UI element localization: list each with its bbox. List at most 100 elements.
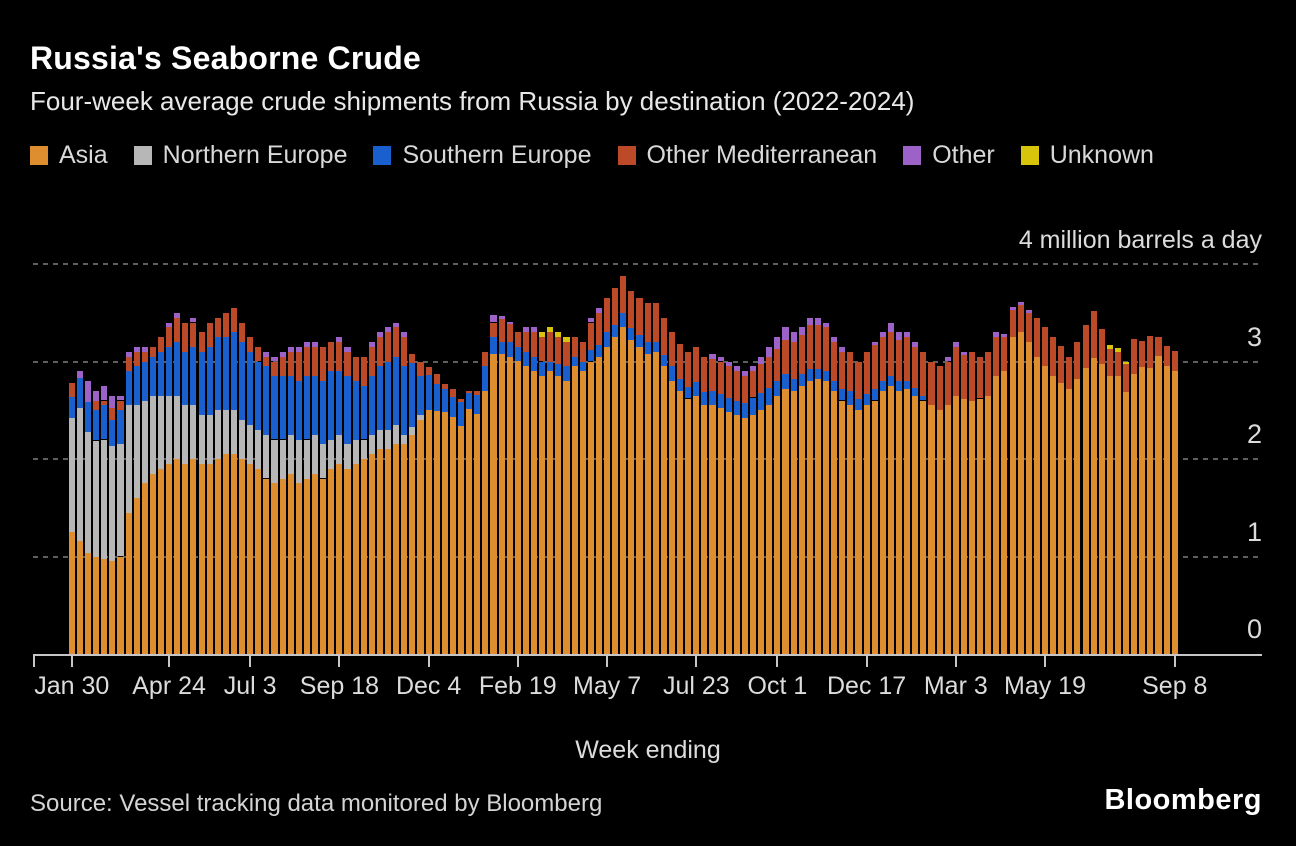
bar-segment xyxy=(831,337,838,342)
bar-segment xyxy=(101,439,108,560)
bar-segment xyxy=(303,478,311,654)
bar-segment xyxy=(263,434,270,479)
bar-segment xyxy=(1001,337,1008,372)
bar-segment xyxy=(725,366,732,398)
bar-segment xyxy=(474,414,481,654)
legend-item-other-mediterranean: Other Mediterranean xyxy=(617,142,877,169)
bar-segment xyxy=(401,332,408,338)
bar-segment xyxy=(717,361,724,394)
bar-segment xyxy=(1025,312,1032,343)
bar-segment xyxy=(839,388,846,401)
bar-segment xyxy=(352,381,359,440)
bar-segment xyxy=(141,361,148,401)
bar-segment xyxy=(125,356,132,372)
x-tick xyxy=(338,654,341,667)
bar-segment xyxy=(1017,304,1024,333)
bar-segment xyxy=(279,356,286,377)
legend-label: Unknown xyxy=(1049,141,1154,169)
bar-segment xyxy=(547,332,554,362)
bar-segment xyxy=(1017,302,1024,305)
bar-segment xyxy=(109,408,116,420)
bar-segment xyxy=(895,340,903,381)
bar-segment xyxy=(531,356,538,372)
bar-segment xyxy=(344,346,351,352)
bar-segment xyxy=(871,388,878,401)
bar-segment xyxy=(255,429,262,469)
bar-segment xyxy=(141,351,148,362)
bar-segment xyxy=(733,371,740,401)
bar-segment xyxy=(660,317,667,355)
bar-segment xyxy=(1025,309,1032,313)
bar-segment xyxy=(587,349,594,362)
bar-segment xyxy=(385,327,392,333)
bar-segment xyxy=(141,346,148,352)
bar-segment xyxy=(441,388,448,413)
bar-segment xyxy=(774,337,781,349)
bar-segment xyxy=(506,356,513,654)
bar-segment xyxy=(174,459,181,654)
bar-segment xyxy=(230,410,238,455)
bar-segment xyxy=(1050,376,1057,654)
bar-segment xyxy=(222,454,229,654)
bar-segment xyxy=(125,512,132,654)
bar-segment xyxy=(125,351,132,357)
bar-segment xyxy=(676,390,684,655)
x-tick-label: Jul 23 xyxy=(662,672,730,700)
bar-segment xyxy=(141,483,148,654)
bar-segment xyxy=(822,327,830,372)
bar-segment xyxy=(117,395,124,401)
bar-segment xyxy=(563,342,570,367)
bar-segment xyxy=(157,351,165,396)
bar-segment xyxy=(725,397,732,413)
bar-segment xyxy=(385,449,392,655)
bar-segment xyxy=(604,332,611,347)
bar-segment xyxy=(774,395,781,654)
bar-segment xyxy=(1090,357,1097,654)
bar-segment xyxy=(993,337,1000,377)
bar-segment xyxy=(904,332,911,338)
bar-segment xyxy=(287,473,294,654)
bar-segment xyxy=(498,353,505,654)
bar-segment xyxy=(466,390,473,393)
bar-segment xyxy=(831,342,838,381)
bar-segment xyxy=(1058,383,1065,654)
bar-segment xyxy=(174,342,181,396)
bar-segment xyxy=(628,291,635,329)
bar-segment xyxy=(174,395,181,459)
bar-segment xyxy=(336,337,343,342)
x-tick-label: Apr 24 xyxy=(132,672,206,700)
bar-segment xyxy=(133,366,140,406)
bar-segment xyxy=(928,361,935,406)
legend-swatch xyxy=(617,146,636,165)
bar-segment xyxy=(936,366,943,411)
bar-segment xyxy=(409,426,416,435)
bar-segment xyxy=(279,351,286,357)
bar-segment xyxy=(839,351,846,389)
bar-segment xyxy=(1041,366,1049,654)
bar-segment xyxy=(76,371,83,379)
bloomberg-logo: Bloomberg xyxy=(1104,784,1262,816)
x-tick xyxy=(865,654,868,667)
bar-segment xyxy=(206,346,213,416)
bar-segment xyxy=(239,420,246,459)
y-axis-unit-label: 4 million barrels a day xyxy=(1018,226,1262,254)
bar-segment xyxy=(458,425,465,654)
bar-segment xyxy=(944,405,951,654)
bar-segment xyxy=(522,332,530,352)
bar-segment xyxy=(117,410,124,445)
legend-item-southern-europe: Southern Europe xyxy=(373,142,592,169)
bar-segment xyxy=(271,483,278,654)
bar-segment xyxy=(190,317,197,323)
bar-segment xyxy=(93,390,100,401)
bar-segment xyxy=(960,354,967,399)
bar-segment xyxy=(376,337,384,367)
bar-segment xyxy=(401,444,408,654)
bar-segment xyxy=(336,463,343,654)
bar-segment xyxy=(441,412,448,654)
bar-segment xyxy=(741,418,748,654)
bar-segment xyxy=(1114,347,1122,352)
bar-segment xyxy=(636,335,643,347)
bar-segment xyxy=(393,444,400,654)
bar-segment xyxy=(741,376,748,404)
bar-segment xyxy=(287,346,294,352)
